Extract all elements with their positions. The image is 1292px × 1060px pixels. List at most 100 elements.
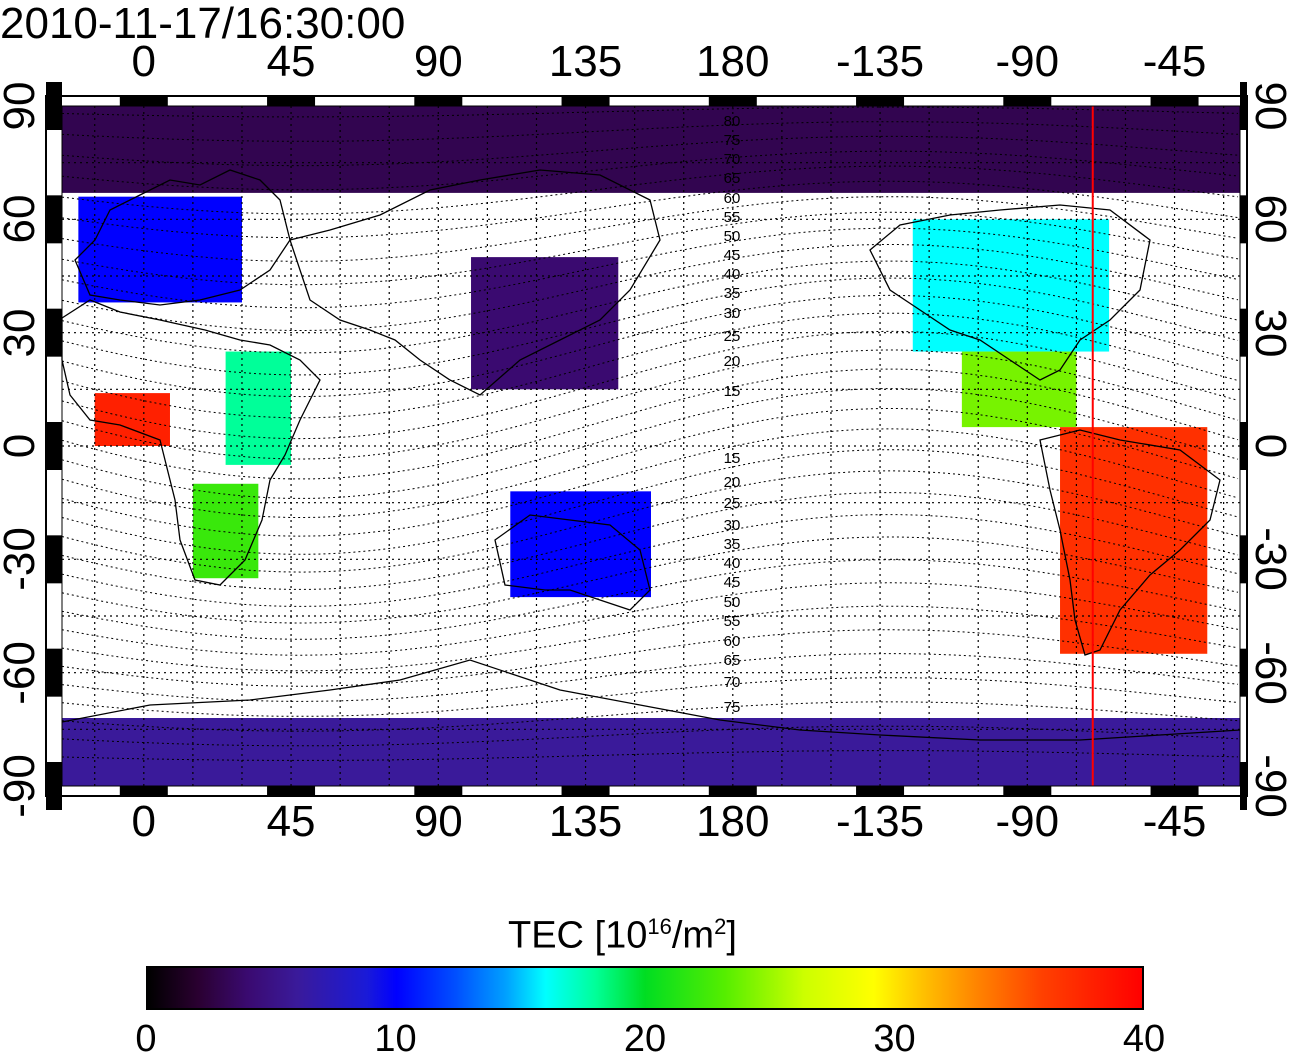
lon-tick-top: -45 bbox=[1142, 37, 1207, 86]
colorbar-label-exp: 16 bbox=[647, 914, 672, 939]
region-south-america bbox=[1060, 427, 1208, 654]
maglat-contour bbox=[61, 135, 1239, 167]
frame-tick-marks bbox=[46, 82, 1247, 810]
lon-tick-top: 135 bbox=[548, 37, 623, 86]
maglat-label: 45 bbox=[724, 247, 741, 264]
coastline-layer bbox=[61, 169, 1241, 741]
maglat-label: 35 bbox=[724, 285, 741, 302]
maglat-contour bbox=[61, 750, 1239, 761]
maglat-label: 20 bbox=[724, 353, 741, 370]
lon-tick-top: 45 bbox=[266, 37, 316, 86]
maglat-label: 55 bbox=[724, 209, 741, 226]
maglat-contour bbox=[61, 121, 1239, 142]
frame-tick-lon bbox=[708, 786, 757, 796]
colorbar-tick: 40 bbox=[1122, 1018, 1166, 1060]
coast-north-america bbox=[869, 204, 1151, 381]
region-antarctic-band bbox=[62, 718, 1240, 786]
maglat-contour bbox=[61, 536, 1239, 624]
frame-tick-lat bbox=[1240, 82, 1247, 130]
maglat-contour bbox=[61, 196, 1239, 262]
lat-tick-left: 60 bbox=[0, 194, 44, 244]
lon-tick-bottom: -45 bbox=[1142, 797, 1207, 846]
maglat-contour bbox=[61, 260, 1239, 354]
maglat-label: 20 bbox=[724, 474, 741, 491]
maglat-label: 45 bbox=[724, 574, 741, 591]
coast-asia bbox=[289, 169, 661, 396]
lon-tick-top: -135 bbox=[836, 37, 925, 86]
tec-region-layer bbox=[62, 106, 1240, 786]
coast-australia bbox=[494, 514, 651, 611]
maglat-label: 30 bbox=[724, 305, 741, 322]
frame-tick-lon bbox=[267, 96, 316, 106]
maglat-label: 75 bbox=[724, 132, 741, 149]
lat-tick-right: 0 bbox=[1246, 433, 1292, 459]
lon-tick-top: 180 bbox=[696, 37, 770, 86]
maglat-contour bbox=[61, 368, 1239, 480]
frame-tick-lon bbox=[561, 96, 610, 106]
lat-tick-left: -90 bbox=[0, 754, 44, 818]
region-east-africa bbox=[225, 351, 292, 465]
lon-tick-top: 90 bbox=[413, 37, 463, 86]
magnetic-latitude-labels: 80 75 70 65 60 55 50 45 40 35 30 25 20 15 15 20 25 30 35 40… bbox=[724, 113, 741, 716]
lat-tick-right: -90 bbox=[1246, 754, 1292, 818]
lat-tick-left: 0 bbox=[0, 434, 44, 458]
lat-tick-right: -60 bbox=[1246, 640, 1292, 705]
lat-tick-right: -30 bbox=[1246, 527, 1292, 592]
maglat-contour bbox=[61, 165, 1239, 215]
maglat-contour bbox=[61, 388, 1239, 499]
coast-europe bbox=[74, 169, 291, 306]
maglat-label: 75 bbox=[724, 699, 741, 716]
frame-tick-lon bbox=[414, 96, 463, 106]
frame-tick-lat bbox=[1240, 535, 1247, 584]
maglat-contour bbox=[61, 349, 1239, 460]
lon-tick-bottom: 180 bbox=[696, 797, 770, 846]
colorbar-label-exp2: 2 bbox=[714, 914, 727, 939]
maglat-label: 15 bbox=[724, 383, 741, 400]
lon-tick-bottom: 135 bbox=[548, 797, 623, 846]
maglat-label: 65 bbox=[724, 652, 741, 669]
maglat-contour bbox=[61, 449, 1239, 555]
frame-tick-lat bbox=[1240, 648, 1247, 697]
maglat-label: 65 bbox=[724, 170, 741, 187]
region-west-africa bbox=[94, 393, 170, 446]
colorbar-tick: 30 bbox=[873, 1018, 916, 1060]
colorbar-tick: 10 bbox=[374, 1018, 417, 1060]
maglat-label: 60 bbox=[724, 190, 741, 207]
colorbar-label-main: TEC [10 bbox=[508, 914, 648, 957]
frame-tick-lat bbox=[1240, 195, 1247, 244]
coast-south-america bbox=[1039, 429, 1221, 656]
lon-tick-top: -90 bbox=[995, 37, 1060, 86]
lon-tick-bottom: 45 bbox=[266, 797, 316, 846]
frame-tick-lat bbox=[1240, 762, 1247, 810]
lon-tick-top: 0 bbox=[131, 37, 157, 86]
maglat-label: 35 bbox=[724, 536, 741, 553]
maglat-contour bbox=[61, 312, 1239, 419]
region-north-america bbox=[912, 219, 1110, 352]
map-timestamp-title: 2010-11-17/16:30:00 bbox=[0, 0, 406, 48]
frame-tick-lon bbox=[856, 786, 905, 796]
lat-tick-right: 90 bbox=[1246, 81, 1292, 131]
lon-tick-bottom: 90 bbox=[413, 797, 463, 846]
frame-tick-lat bbox=[46, 762, 62, 810]
maglat-label: 60 bbox=[724, 633, 741, 650]
lon-tick-bottom: -135 bbox=[836, 797, 925, 846]
maglat-contour bbox=[61, 408, 1239, 518]
maglat-contour bbox=[61, 150, 1239, 191]
maglat-label: 80 bbox=[724, 113, 741, 130]
lat-tick-left: -60 bbox=[0, 640, 44, 705]
colorbar-tick: 20 bbox=[623, 1018, 667, 1060]
frame-tick-lon bbox=[856, 96, 905, 106]
frame-tick-lat bbox=[46, 422, 62, 470]
frame-tick-lat bbox=[46, 308, 62, 357]
lat-tick-left: 30 bbox=[0, 308, 44, 358]
frame-tick-lon bbox=[708, 96, 757, 106]
maglat-label: 25 bbox=[724, 328, 741, 345]
coast-antarctica bbox=[61, 659, 1241, 741]
maglat-label: 40 bbox=[724, 266, 741, 283]
maglat-contour bbox=[61, 677, 1239, 717]
frame-tick-lon bbox=[1150, 96, 1199, 106]
lat-tick-left: -30 bbox=[0, 527, 44, 592]
maglat-contour bbox=[61, 514, 1239, 607]
maglat-label: 50 bbox=[724, 594, 741, 611]
frame-tick-lon bbox=[414, 786, 463, 796]
